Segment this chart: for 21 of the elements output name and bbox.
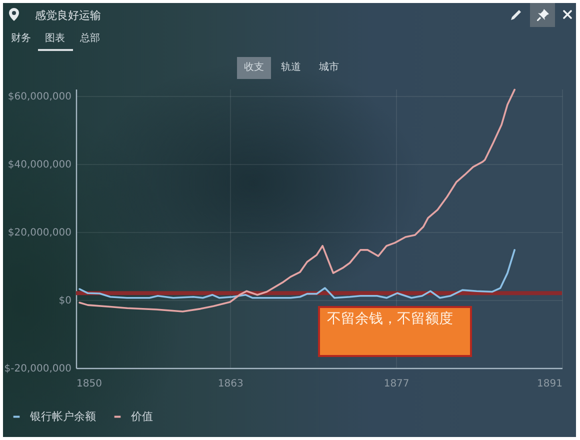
legend-label: 银行帐户余额 [29, 410, 96, 423]
y-tick-label: $-20,000,000 [4, 364, 72, 374]
chart-title: 感觉良好运输 [35, 9, 101, 22]
text: 城市 [319, 62, 339, 73]
x-tick-label: 1877 [384, 378, 410, 390]
text: 图表 [45, 33, 65, 44]
annotation: 不留余钱，不留额度 [327, 311, 453, 327]
y-tick-label: $60,000,000 [8, 91, 72, 102]
text: 总部 [80, 33, 100, 44]
x-tick-label: 1891 [537, 378, 562, 390]
legend-label: 价值 [130, 410, 153, 423]
text: 收支 [244, 62, 264, 73]
text: 财务 [11, 33, 31, 44]
y-tick-label: $0 [58, 295, 72, 306]
x-tick-label: 1850 [76, 378, 102, 390]
y-tick-label: $40,000,000 [8, 159, 72, 170]
line-series [78, 88, 516, 312]
line-series [78, 249, 516, 299]
text: 轨道 [281, 62, 301, 73]
x-tick-label: 1863 [218, 378, 244, 390]
y-tick-label: $20,000,000 [8, 227, 72, 238]
